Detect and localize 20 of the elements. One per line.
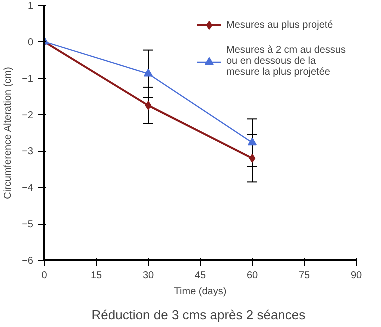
legend-label: Mesures à 2 cm au dessus ou en dessous de la mesure la plus projetée (226, 45, 346, 78)
y-tick-label: 0 (28, 37, 34, 48)
y-tick-label: −4 (22, 183, 34, 194)
x-tick-label: 60 (246, 270, 258, 282)
y-tick-label: −2 (22, 110, 34, 122)
x-tick-label: 45 (194, 270, 206, 282)
x-tick-label: 15 (90, 270, 102, 282)
x-axis-title: Time (days) (174, 286, 227, 298)
y-tick-label: −1 (22, 74, 34, 85)
y-tick-label: −6 (22, 256, 34, 267)
x-tick-label: 75 (298, 270, 310, 282)
y-tick-label: −5 (22, 220, 34, 231)
x-tick-label: 90 (350, 270, 362, 282)
y-tick-label: 1 (28, 1, 34, 12)
y-tick-label: −3 (22, 146, 34, 158)
y-axis-title: Circumference Alteration (cm) (3, 67, 14, 200)
x-tick-label: 30 (142, 270, 154, 282)
x-tick-label: 0 (42, 270, 48, 282)
legend-label: Mesures au plus projeté (226, 20, 334, 30)
text: Réduction de 3 cms après 2 séances (92, 308, 306, 322)
